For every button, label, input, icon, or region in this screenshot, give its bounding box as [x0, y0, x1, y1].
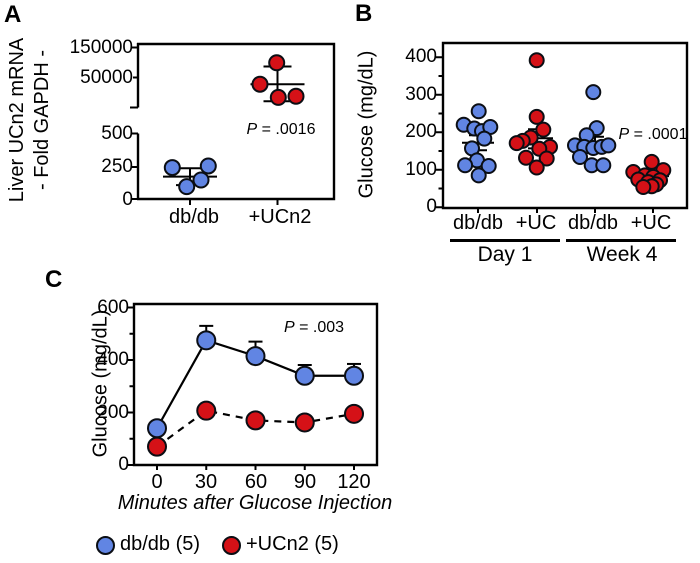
data-point	[268, 54, 286, 72]
x-tick-label: 120	[337, 471, 371, 493]
x-category-label: db/db	[567, 212, 619, 234]
data-point	[476, 130, 493, 147]
data-point	[245, 410, 266, 431]
y-tick-label: 600	[97, 296, 129, 318]
data-point	[192, 171, 210, 189]
panel-c-label: C	[45, 266, 63, 293]
series-line-red	[156, 409, 355, 448]
week4-underline	[566, 239, 676, 242]
data-point	[199, 157, 217, 175]
panel-b-y-axis-title: Glucose (mg/dL)	[355, 50, 378, 199]
x-tick-label: 0	[151, 471, 163, 493]
data-point	[344, 403, 364, 424]
data-point	[470, 103, 487, 120]
y-tick-label: 300	[405, 83, 437, 105]
y-tick-label: 100	[405, 158, 437, 180]
data-point	[572, 149, 588, 165]
y-tick-label: 400	[97, 349, 129, 370]
panel-b-label: B	[355, 0, 373, 27]
panel-a-frame	[137, 42, 336, 201]
panel-a-y-title-line1: Liver UCn2 mRNA	[6, 37, 28, 203]
data-point	[269, 88, 287, 106]
panel-b-frame	[441, 41, 689, 210]
data-point	[344, 365, 364, 386]
y-tick-label: 500	[101, 122, 133, 144]
y-tick-label: 0	[118, 454, 129, 475]
panel-b-p-value: P = .0001	[618, 126, 688, 143]
panel-b-plot	[436, 41, 689, 213]
panel-a-y-axis-title: Liver UCn2 mRNA - Fold GAPDH -	[5, 25, 55, 215]
panel-a-y-title-line2: - Fold GAPDH -	[31, 49, 53, 191]
y-tick-label: 50000	[80, 66, 133, 88]
data-point	[470, 167, 487, 184]
data-point	[643, 153, 660, 170]
group-label-day1: Day 1	[477, 243, 533, 266]
data-point	[518, 149, 534, 166]
data-point	[196, 330, 217, 351]
data-point	[163, 159, 181, 177]
data-point	[508, 135, 525, 152]
y-tick-label: 0	[426, 196, 437, 218]
data-point	[480, 158, 497, 174]
x-category-label: db/db	[452, 212, 504, 234]
y-tick-label: 200	[97, 401, 129, 423]
data-point	[585, 84, 602, 101]
data-point	[294, 412, 315, 433]
panel-c-frame	[132, 302, 379, 467]
data-point	[294, 365, 315, 386]
data-point	[457, 157, 474, 174]
data-point	[196, 400, 217, 421]
y-tick-label: 200	[405, 121, 437, 143]
data-point	[147, 418, 167, 439]
panel-a-plot	[130, 42, 336, 205]
legend-label-ucn2: +UCn2 (5)	[246, 533, 339, 555]
y-tick-label: 0	[122, 189, 133, 210]
data-point	[595, 157, 612, 174]
x-tick-label: 90	[293, 471, 317, 493]
data-point	[251, 75, 269, 93]
x-category-label: +UC	[630, 212, 672, 234]
x-category-label: +UC	[515, 212, 557, 234]
data-point	[538, 150, 555, 167]
x-category-label: +UCn2	[248, 206, 312, 228]
legend-marker-dbdb	[96, 536, 115, 555]
day1-underline	[450, 239, 560, 242]
data-point	[535, 121, 552, 138]
data-point	[600, 137, 617, 154]
data-point	[287, 87, 305, 105]
data-point	[245, 346, 266, 367]
x-tick-label: 60	[244, 471, 268, 493]
panel-a-label: A	[4, 1, 22, 28]
y-tick-label: 400	[405, 46, 437, 68]
y-tick-label: 250	[101, 156, 133, 177]
legend-label-dbdb: db/db (5)	[120, 533, 201, 555]
panel-c-x-axis-title: Minutes after Glucose Injection	[117, 492, 393, 514]
data-point	[178, 178, 196, 196]
y-tick-label: 150000	[69, 36, 133, 58]
panel-a-p-value: P = .0016	[246, 121, 316, 138]
data-point	[147, 436, 167, 457]
x-category-label: db/db	[168, 206, 220, 228]
panel-c-plot	[127, 302, 379, 470]
group-label-week4: Week 4	[586, 243, 658, 266]
data-point	[528, 108, 545, 125]
x-tick-label: 30	[194, 471, 218, 493]
panel-c-p-value: P = .003	[283, 319, 345, 336]
legend-marker-ucn2	[222, 536, 241, 555]
data-point	[635, 179, 652, 195]
data-point	[528, 159, 545, 176]
data-point	[528, 52, 545, 69]
